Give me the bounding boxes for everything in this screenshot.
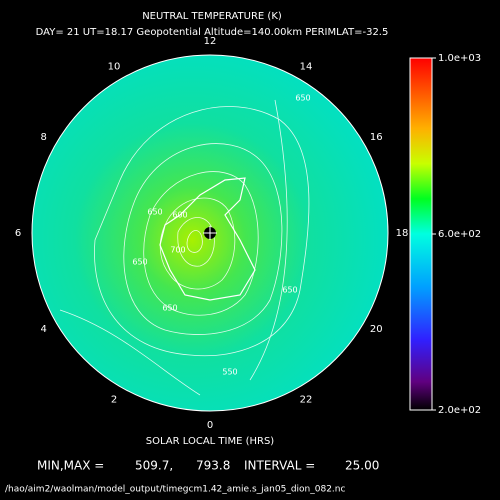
hour-label: 14 [300,62,313,73]
title: NEUTRAL TEMPERATURE (K) [142,11,282,22]
hour-label: 12 [204,36,217,47]
colorbar-label: 6.0e+02 [438,229,481,240]
hour-label: 18 [396,228,409,239]
hour-label: 2 [111,394,117,405]
hour-label: 6 [15,228,21,239]
hour-label: 20 [370,324,383,335]
contours [59,99,310,396]
colorbar-label: 1.0e+03 [438,53,481,64]
pole-marker [203,226,217,240]
interval-label: INTERVAL = [244,459,315,473]
hour-label: 0 [207,420,213,431]
minmax-label: MIN,MAX = [37,459,104,473]
coastline [159,177,256,301]
interval-value: 25.00 [345,459,379,473]
hour-label: 16 [370,132,383,143]
max-value: 793.8 [196,459,230,473]
contour-label: 650 [162,304,177,313]
hour-label: 10 [108,62,121,73]
hour-label: 8 [41,132,47,143]
colorbar [409,57,433,411]
contour-label: 650 [147,208,162,217]
contour-label: 700 [170,246,185,255]
contour-label: 600 [172,211,187,220]
contour-label: 650 [132,258,147,267]
subtitle: DAY= 21 UT=18.17 Geopotential Altitude=1… [36,27,389,38]
hour-label: 22 [300,394,313,405]
x-label: SOLAR LOCAL TIME (HRS) [146,436,275,447]
contour-label: 550 [222,368,237,377]
hour-label: 4 [41,324,47,335]
colorbar-label: 2.0e+02 [438,405,481,416]
min-value: 509.7, [135,459,173,473]
contour-label: 650 [295,94,310,103]
contour-label: 650 [282,286,297,295]
file-path: /hao/aim2/waolman/model_output/timegcm1.… [5,485,345,495]
